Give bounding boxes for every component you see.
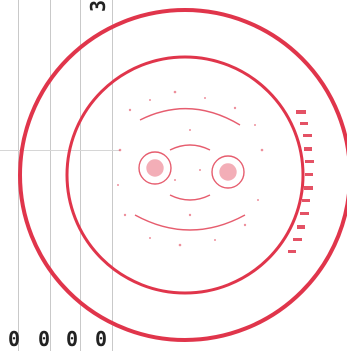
tick-label-bottom-2: 0	[38, 327, 51, 351]
seal-rim-lettering	[288, 110, 314, 253]
tick-label-bottom-3: 0	[66, 327, 79, 351]
grid-line-3	[80, 0, 81, 351]
seal-inner-ring	[65, 55, 305, 295]
tick-label-bottom-1: 0	[8, 327, 21, 351]
grid-line-2	[50, 0, 51, 351]
seal-outer-ring	[18, 8, 347, 342]
tick-label-bottom-4: 0	[95, 327, 108, 351]
grid-line-4	[112, 0, 113, 351]
grid-line-horizontal	[0, 150, 120, 151]
seal-center-motif	[134, 107, 246, 231]
seal-speckle	[117, 90, 264, 247]
